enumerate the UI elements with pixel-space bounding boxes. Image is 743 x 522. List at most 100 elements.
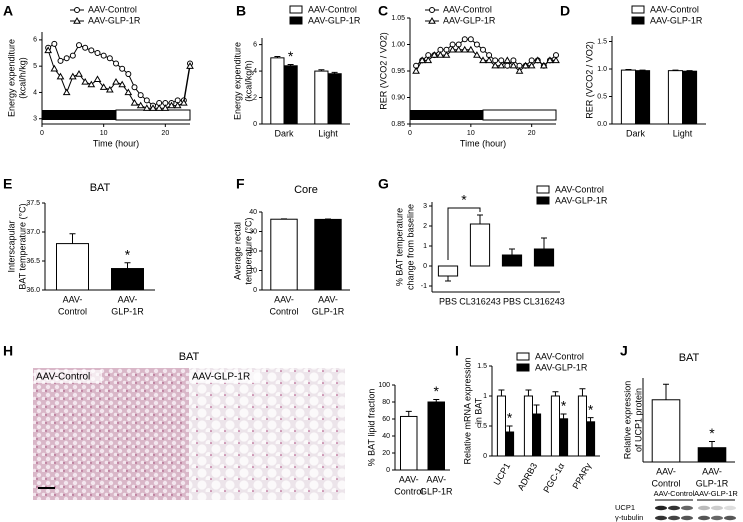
x-tick-label: ADRB3 bbox=[516, 461, 540, 492]
data-point bbox=[119, 65, 126, 72]
y-tick-label: 36.5 bbox=[26, 258, 40, 265]
lane-label: AAV-GLP-1R bbox=[694, 489, 738, 498]
legend-swatch bbox=[516, 363, 530, 372]
y-tick-label: 0.85 bbox=[391, 121, 405, 128]
y-tick-label: 3 bbox=[423, 203, 427, 210]
x-tick-label: 0 bbox=[40, 130, 44, 137]
x-axis-label: Time (hour) bbox=[460, 138, 506, 148]
panel-letter: G bbox=[378, 176, 389, 192]
y-tick-label: 20 bbox=[382, 450, 390, 457]
error-bar bbox=[477, 214, 483, 224]
y-tick-label: 0.5 bbox=[597, 93, 607, 100]
data-point bbox=[57, 57, 64, 64]
data-point bbox=[105, 85, 114, 93]
blot-band bbox=[681, 505, 693, 511]
error-bar bbox=[639, 69, 646, 71]
y-axis-label: Relative mRNA expression bbox=[462, 357, 472, 464]
legend-label: AAV-GLP-1R bbox=[443, 15, 496, 25]
bar bbox=[327, 73, 342, 125]
data-point bbox=[56, 72, 65, 80]
error-bar bbox=[552, 391, 559, 396]
legend-label: AAV-Control bbox=[650, 4, 699, 14]
error-bar bbox=[506, 425, 513, 432]
x-tick-label: Control bbox=[58, 306, 87, 316]
y-tick-label: 1.05 bbox=[391, 15, 405, 22]
error-bar bbox=[709, 440, 715, 448]
significance-mark: * bbox=[561, 398, 567, 414]
bar bbox=[469, 223, 491, 267]
significance-mark: * bbox=[588, 401, 594, 417]
y-tick-label: 5 bbox=[33, 63, 37, 70]
bar bbox=[314, 218, 342, 291]
data-point bbox=[491, 61, 500, 69]
panel-letter: I bbox=[455, 343, 459, 359]
error-bar bbox=[625, 69, 632, 71]
bar bbox=[427, 401, 445, 471]
bar bbox=[635, 70, 651, 125]
legend-swatch bbox=[536, 196, 550, 205]
legend-label: AAV-GLP-1R bbox=[555, 195, 608, 205]
blot-band bbox=[724, 505, 736, 511]
error-bar bbox=[124, 262, 131, 269]
y-tick-label: 30 bbox=[249, 228, 257, 235]
data-point bbox=[480, 46, 486, 53]
y-axis-label: of UCP1 protein bbox=[633, 388, 643, 452]
data-point bbox=[50, 64, 59, 72]
bar bbox=[523, 395, 534, 457]
y-axis-label: temperature (°C) bbox=[243, 217, 253, 284]
panel-letter: E bbox=[3, 176, 12, 192]
bar bbox=[667, 70, 684, 125]
legend-label: AAV-Control bbox=[535, 351, 584, 361]
series-line bbox=[47, 43, 191, 107]
data-point bbox=[118, 80, 127, 88]
y-tick-label: 1.5 bbox=[477, 363, 487, 370]
bar bbox=[532, 413, 542, 457]
data-point bbox=[503, 56, 512, 64]
data-point bbox=[149, 104, 157, 111]
data-point bbox=[106, 55, 113, 62]
y-tick-label: 1.0 bbox=[597, 66, 607, 73]
bar bbox=[270, 57, 285, 125]
significance-mark: * bbox=[125, 246, 131, 262]
panel-letter: C bbox=[378, 3, 388, 19]
histology-image bbox=[189, 368, 345, 500]
x-tick-label: Dark bbox=[274, 128, 294, 138]
data-point bbox=[515, 66, 524, 74]
y-tick-label: 1.00 bbox=[391, 41, 405, 48]
data-point bbox=[467, 36, 474, 43]
x-tick-label: AAV- bbox=[399, 474, 419, 484]
data-point bbox=[131, 84, 138, 91]
error-bar bbox=[498, 389, 505, 396]
y-tick-label: 2 bbox=[423, 223, 427, 230]
error-bar bbox=[287, 63, 294, 66]
data-point bbox=[100, 52, 107, 59]
data-point bbox=[485, 56, 493, 64]
bar bbox=[533, 248, 555, 267]
y-axis-label: (kcal/kg/h) bbox=[243, 60, 253, 102]
error-bar bbox=[587, 417, 594, 422]
y-axis-label: Relative expression bbox=[622, 381, 632, 460]
legend-swatch bbox=[631, 16, 645, 25]
significance-mark: * bbox=[507, 410, 513, 426]
x-tick-label: AAV- bbox=[274, 294, 294, 304]
panel-label-bg bbox=[34, 370, 102, 383]
x-tick-label: Dark bbox=[626, 128, 646, 138]
error-bar bbox=[331, 71, 338, 74]
y-tick-label: 1 bbox=[423, 243, 427, 250]
light-period bbox=[482, 109, 557, 121]
x-tick-label: AAV- bbox=[656, 466, 676, 476]
data-point bbox=[424, 56, 433, 64]
x-tick-label: AAV- bbox=[318, 294, 338, 304]
error-bar bbox=[405, 410, 412, 417]
bar bbox=[505, 431, 515, 457]
blot-band bbox=[655, 515, 667, 521]
error-bar bbox=[274, 56, 281, 58]
bar bbox=[437, 265, 459, 277]
panel-letter: B bbox=[236, 3, 246, 19]
x-tick-label: 0 bbox=[408, 130, 412, 137]
y-tick-label: 100 bbox=[378, 382, 390, 389]
data-point bbox=[94, 50, 101, 57]
bar bbox=[400, 415, 418, 471]
data-point bbox=[142, 104, 151, 111]
data-point bbox=[521, 61, 530, 69]
